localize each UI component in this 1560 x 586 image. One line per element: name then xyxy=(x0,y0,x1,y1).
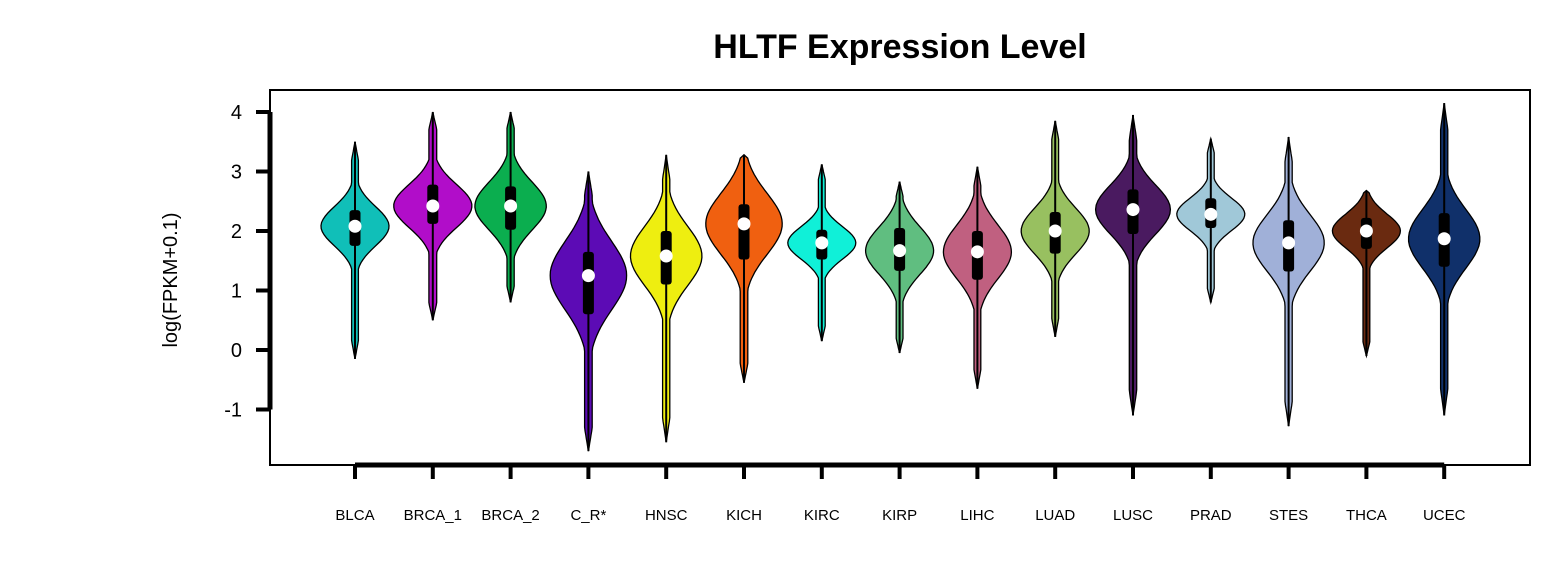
x-tick-label: C_R* xyxy=(570,507,606,524)
violin-thca xyxy=(1331,189,1402,359)
violin-c-r- xyxy=(549,171,628,452)
violin-median-dot xyxy=(737,217,751,231)
violin-median-dot xyxy=(893,244,907,258)
x-tick-label: LUAD xyxy=(1035,507,1075,524)
violin-median-dot xyxy=(1204,207,1218,221)
violin-brca-2 xyxy=(474,111,547,303)
y-tick-label: 4 xyxy=(231,102,242,124)
x-tick-label: LIHC xyxy=(960,507,994,524)
violin-iqr-box xyxy=(582,251,594,315)
y-tick-label: 2 xyxy=(231,221,242,243)
violin-iqr-box xyxy=(738,204,750,260)
x-tick-label: UCEC xyxy=(1423,507,1466,524)
x-tick-label: BLCA xyxy=(335,507,374,524)
violins xyxy=(320,103,1481,452)
violin-median-dot xyxy=(426,199,440,213)
chart-title: HLTF Expression Level xyxy=(713,28,1086,66)
y-axis: -1 0 1 2 3 4 xyxy=(224,102,273,422)
violin-prad xyxy=(1176,136,1246,305)
violin-kirc xyxy=(787,164,857,342)
violin-kirp xyxy=(864,181,935,354)
x-tick-label: THCA xyxy=(1346,507,1387,524)
violin-median-dot xyxy=(1437,232,1451,246)
violin-median-dot xyxy=(659,249,673,263)
violin-kich xyxy=(705,153,783,383)
x-tick-label: KIRC xyxy=(804,507,840,524)
violin-median-dot xyxy=(1126,203,1140,217)
y-tick-label: 1 xyxy=(231,281,242,303)
violin-median-dot xyxy=(970,245,984,259)
violin-median-dot xyxy=(1282,236,1296,250)
violin-ucec xyxy=(1407,103,1481,416)
x-tick-label: KICH xyxy=(726,507,762,524)
x-axis: BLCA BRCA_1 BRCA_2 C_R* HNSC KICH KIRC KIRP LIHC… xyxy=(335,462,1466,524)
x-tick-label: BRCA_2 xyxy=(481,507,539,524)
violin-lihc xyxy=(942,166,1013,389)
violin-median-dot xyxy=(815,236,829,250)
violin-stes xyxy=(1252,136,1325,427)
x-tick-label: KIRP xyxy=(882,507,917,524)
violin-median-dot xyxy=(348,219,362,233)
y-tick-label: 0 xyxy=(231,340,242,362)
violin-brca-1 xyxy=(393,111,473,321)
violin-hnsc xyxy=(629,154,703,443)
violin-lusc xyxy=(1094,114,1172,416)
violin-median-dot xyxy=(504,199,518,213)
x-tick-label: LUSC xyxy=(1113,507,1153,524)
y-tick-label: -1 xyxy=(224,400,242,422)
y-axis-label: log(FPKM+0.1) xyxy=(160,212,182,347)
y-tick-label: 3 xyxy=(231,162,242,184)
violin-median-dot xyxy=(1359,224,1373,238)
x-tick-label: STES xyxy=(1269,507,1308,524)
violin-blca xyxy=(320,141,390,360)
violin-luad xyxy=(1020,120,1090,338)
violin-median-dot xyxy=(1048,224,1062,238)
x-tick-label: BRCA_1 xyxy=(404,507,462,524)
x-tick-label: HNSC xyxy=(645,507,688,524)
violin-median-dot xyxy=(581,269,595,283)
x-tick-label: PRAD xyxy=(1190,507,1232,524)
